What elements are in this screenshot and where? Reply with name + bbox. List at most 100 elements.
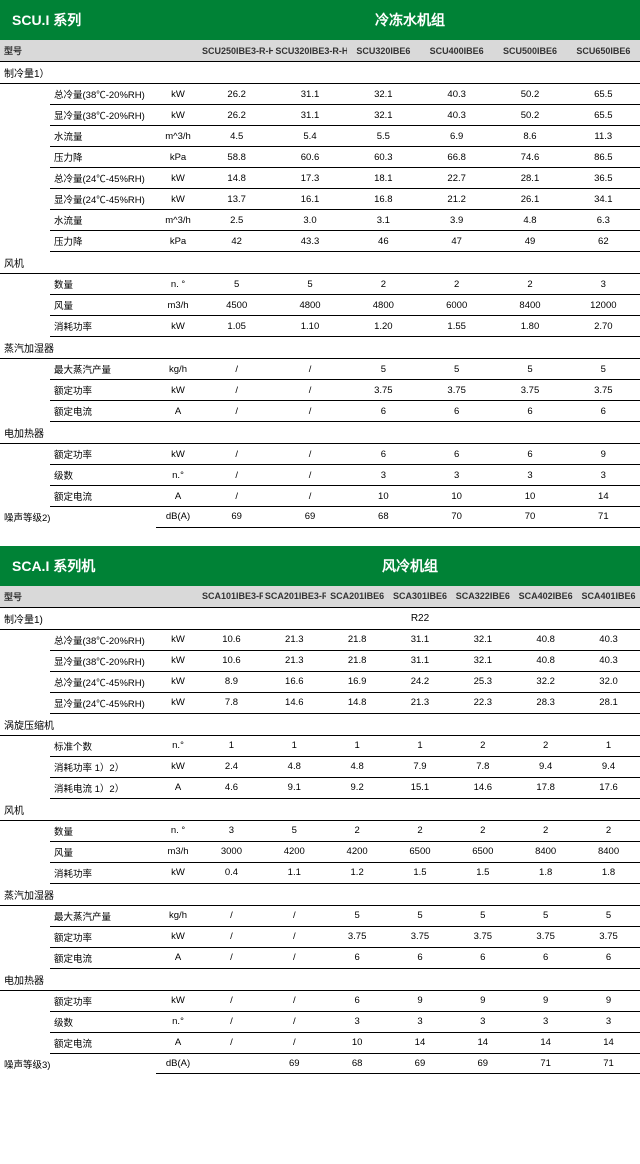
value-cell: 42 xyxy=(200,231,273,252)
unit-cell: kW xyxy=(156,444,200,465)
value-cell: 5 xyxy=(200,274,273,295)
row-label: 压力降 xyxy=(50,147,156,168)
indent-cell xyxy=(0,231,50,252)
value-cell: 31.1 xyxy=(273,105,346,126)
value-cell: 8.6 xyxy=(493,126,566,147)
row-label: 额定功率 xyxy=(50,926,156,947)
value-cell: 0.4 xyxy=(200,862,263,883)
value-cell: 1.55 xyxy=(420,316,493,337)
indent-cell xyxy=(0,105,50,126)
value-cell: 4800 xyxy=(273,295,346,316)
group-title: 冷冻水机组 xyxy=(180,0,640,40)
section-title-row: 风机 xyxy=(0,252,640,274)
data-row: 标准个数n.°1111221 xyxy=(0,735,640,756)
data-row: 额定电流A//10101014 xyxy=(0,486,640,507)
model-header-row: 型号SCA101IBE3-R-HSCA201IBE3-R-HSCA201IBE6… xyxy=(0,586,640,608)
model-col: SCA101IBE3-R-H xyxy=(200,586,263,608)
value-cell: 71 xyxy=(567,507,640,528)
value-cell: / xyxy=(263,905,326,926)
data-row: 消耗功率kW0.41.11.21.51.51.81.8 xyxy=(0,862,640,883)
spec-block: SCA.I 系列机风冷机组型号SCA101IBE3-R-HSCA201IBE3-… xyxy=(0,546,640,1075)
value-cell: 3.9 xyxy=(420,210,493,231)
value-cell: 22.3 xyxy=(451,692,514,713)
value-cell: 5 xyxy=(389,905,452,926)
value-cell: 4200 xyxy=(263,841,326,862)
spec-table: 型号SCA101IBE3-R-HSCA201IBE3-R-HSCA201IBE6… xyxy=(0,586,640,1075)
unit-cell: kW xyxy=(156,990,200,1011)
value-cell: 32.2 xyxy=(514,671,577,692)
value-cell: 4.8 xyxy=(263,756,326,777)
value-cell: 2.5 xyxy=(200,210,273,231)
indent-cell xyxy=(0,189,50,210)
value-cell: 6 xyxy=(577,947,640,968)
value-cell: 3 xyxy=(567,274,640,295)
row-label: 额定电流 xyxy=(50,401,156,422)
value-cell: 21.8 xyxy=(326,629,389,650)
section-spacer xyxy=(200,62,640,84)
section-title-row: 制冷量1)R22 xyxy=(0,607,640,629)
unit-cell: m3/h xyxy=(156,295,200,316)
value-cell: 6 xyxy=(326,947,389,968)
value-cell: 6 xyxy=(567,401,640,422)
value-cell: / xyxy=(200,486,273,507)
unit-cell: kW xyxy=(156,629,200,650)
value-cell: 69 xyxy=(451,1053,514,1074)
section-title-row: 蒸汽加湿器 xyxy=(0,337,640,359)
value-cell: 69 xyxy=(389,1053,452,1074)
value-cell: 11.3 xyxy=(567,126,640,147)
unit-cell: n.° xyxy=(156,1011,200,1032)
unit-cell: kW xyxy=(156,862,200,883)
value-cell: 3.75 xyxy=(493,380,566,401)
value-cell: / xyxy=(200,465,273,486)
value-cell: 9 xyxy=(389,990,452,1011)
value-cell: 1.80 xyxy=(493,316,566,337)
section-title-row: 电加热器 xyxy=(0,968,640,990)
data-row: 消耗功率kW1.051.101.201.551.802.70 xyxy=(0,316,640,337)
value-cell: 16.8 xyxy=(347,189,420,210)
row-label: 消耗功率 xyxy=(50,316,156,337)
data-row: 压力降kPa4243.346474962 xyxy=(0,231,640,252)
indent-cell xyxy=(0,692,50,713)
value-cell: 9 xyxy=(567,444,640,465)
value-cell: 12000 xyxy=(567,295,640,316)
row-label: 总冷量(24℃-45%RH) xyxy=(50,671,156,692)
value-cell: 9 xyxy=(451,990,514,1011)
unit-cell: m^3/h xyxy=(156,126,200,147)
value-cell: 4.8 xyxy=(326,756,389,777)
group-title: 风冷机组 xyxy=(180,546,640,586)
value-cell: 2 xyxy=(347,274,420,295)
value-cell: / xyxy=(263,926,326,947)
value-cell: 8400 xyxy=(514,841,577,862)
value-cell: 5 xyxy=(347,359,420,380)
model-col: SCA201IBE3-R-H xyxy=(263,586,326,608)
value-cell: 2 xyxy=(389,820,452,841)
value-cell: 7.9 xyxy=(389,756,452,777)
indent-cell xyxy=(0,486,50,507)
value-cell: 5 xyxy=(577,905,640,926)
indent-cell xyxy=(0,401,50,422)
value-cell: 10.6 xyxy=(200,650,263,671)
section-spacer xyxy=(200,422,640,444)
value-cell: 58.8 xyxy=(200,147,273,168)
indent-cell xyxy=(0,862,50,883)
value-cell: 31.1 xyxy=(273,84,346,105)
value-cell: 6 xyxy=(347,401,420,422)
value-cell: 5 xyxy=(273,274,346,295)
unit-cell: kW xyxy=(156,168,200,189)
value-cell: 47 xyxy=(420,231,493,252)
value-cell: 62 xyxy=(567,231,640,252)
value-cell: 14.8 xyxy=(200,168,273,189)
model-col: SCU500IBE6 xyxy=(493,40,566,62)
value-cell: 71 xyxy=(514,1053,577,1074)
data-row: 显冷量(38℃-20%RH)kW26.231.132.140.350.265.5 xyxy=(0,105,640,126)
value-cell: 86.5 xyxy=(567,147,640,168)
value-cell: 3000 xyxy=(200,841,263,862)
section-spacer xyxy=(200,883,640,905)
value-cell: 31.1 xyxy=(389,650,452,671)
unit-cell: kW xyxy=(156,671,200,692)
data-row: 额定功率kW//69999 xyxy=(0,990,640,1011)
indent-cell xyxy=(0,84,50,105)
value-cell: 2 xyxy=(420,274,493,295)
data-row: 额定电流A//6666 xyxy=(0,401,640,422)
value-cell: 49 xyxy=(493,231,566,252)
